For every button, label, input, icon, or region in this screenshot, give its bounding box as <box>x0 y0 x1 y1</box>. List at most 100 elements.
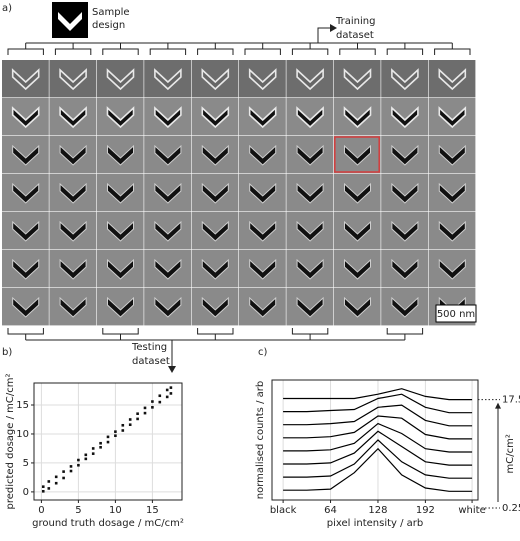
sem-tile <box>144 136 191 174</box>
sem-tile <box>333 98 381 136</box>
point <box>54 481 58 485</box>
sem-tile <box>2 288 49 326</box>
arrowhead <box>330 24 337 32</box>
point <box>47 487 51 490</box>
panel-label: a) <box>2 3 12 14</box>
sem-shape <box>344 220 371 242</box>
sem-shape <box>201 68 230 91</box>
point <box>62 476 65 480</box>
sem-tile <box>286 136 334 174</box>
sem-shape <box>12 144 40 166</box>
panel-label: b) <box>2 347 12 358</box>
sem-tile <box>286 174 334 212</box>
sem-tile <box>191 174 239 212</box>
sem-tile <box>144 60 191 98</box>
sem-tile <box>286 98 334 136</box>
sem-shape <box>344 258 371 280</box>
sem-tile <box>49 136 97 174</box>
bracket <box>102 43 139 55</box>
bracket <box>291 328 329 340</box>
sem-shape <box>391 68 419 91</box>
bracket <box>386 328 424 340</box>
point <box>143 411 147 415</box>
point <box>158 400 162 404</box>
point <box>91 452 95 455</box>
y-axis-label: predicted dosage / mC/cm² <box>5 374 16 510</box>
point <box>41 490 45 493</box>
x-tick-label: white <box>458 505 485 516</box>
sem-tile <box>286 212 334 250</box>
point <box>136 417 139 421</box>
x-axis-label: ground truth dosage / mC/cm² <box>32 518 184 529</box>
histogram-line <box>283 439 473 479</box>
sem-shape <box>249 220 277 242</box>
sem-shape <box>438 258 466 280</box>
sem-shape <box>391 258 419 280</box>
sem-tile <box>428 250 476 288</box>
y-tick-label: 10 <box>16 429 29 440</box>
point <box>165 388 169 392</box>
bracket <box>102 328 139 340</box>
sem-shape <box>201 182 229 204</box>
sem-shape <box>59 296 87 318</box>
point <box>114 434 117 438</box>
sem-tile <box>96 174 144 212</box>
point <box>54 475 58 479</box>
arrowhead <box>495 402 501 409</box>
sem-tile <box>333 136 381 174</box>
point <box>106 440 110 444</box>
sem-tile <box>239 288 286 326</box>
scale-bar: 500 nm <box>437 309 475 320</box>
sem-tile <box>381 250 428 288</box>
sample-text: design <box>92 20 125 31</box>
point <box>47 480 51 483</box>
point <box>91 447 95 450</box>
sem-shape <box>296 68 324 91</box>
bracket <box>149 43 187 55</box>
sem-tile <box>191 60 239 98</box>
bracket <box>197 328 234 340</box>
sample-shape <box>58 12 82 31</box>
point <box>84 453 88 457</box>
point <box>69 469 73 473</box>
x-axis-label: pixel intensity / arb <box>327 518 424 529</box>
point <box>158 394 162 398</box>
sem-tile <box>428 174 476 212</box>
sem-shape <box>438 182 466 204</box>
sem-shape <box>154 296 182 318</box>
point <box>77 463 80 467</box>
sem-tile <box>333 288 381 326</box>
sem-tile <box>286 288 334 326</box>
sem-shape <box>343 106 372 129</box>
sem-shape <box>249 144 277 166</box>
x-tick-label: 64 <box>324 505 337 516</box>
x-tick-label: 0 <box>38 505 44 516</box>
sem-shape <box>59 220 87 242</box>
arrow <box>317 27 330 43</box>
sem-tile <box>239 212 286 250</box>
point <box>143 406 147 410</box>
sem-tile <box>381 174 428 212</box>
histogram-line <box>283 393 473 414</box>
sem-shape <box>391 220 419 242</box>
sem-shape <box>296 144 324 166</box>
sem-tile <box>191 98 239 136</box>
sem-tile <box>49 98 97 136</box>
sem-tile <box>49 60 97 98</box>
sem-shape <box>391 182 419 204</box>
sem-tile <box>239 174 286 212</box>
sem-shape <box>296 182 324 204</box>
sem-tile <box>239 60 286 98</box>
sem-tile <box>381 212 428 250</box>
sample-icon <box>52 2 88 38</box>
sem-tile <box>49 250 97 288</box>
point <box>165 395 169 399</box>
arrowhead <box>168 366 176 373</box>
sem-tile <box>2 98 49 136</box>
histogram-line <box>283 415 473 440</box>
bracket <box>339 43 376 55</box>
sem-tile <box>2 174 49 212</box>
sem-shape <box>296 220 324 242</box>
sem-shape <box>249 258 277 280</box>
sem-tile <box>96 250 144 288</box>
